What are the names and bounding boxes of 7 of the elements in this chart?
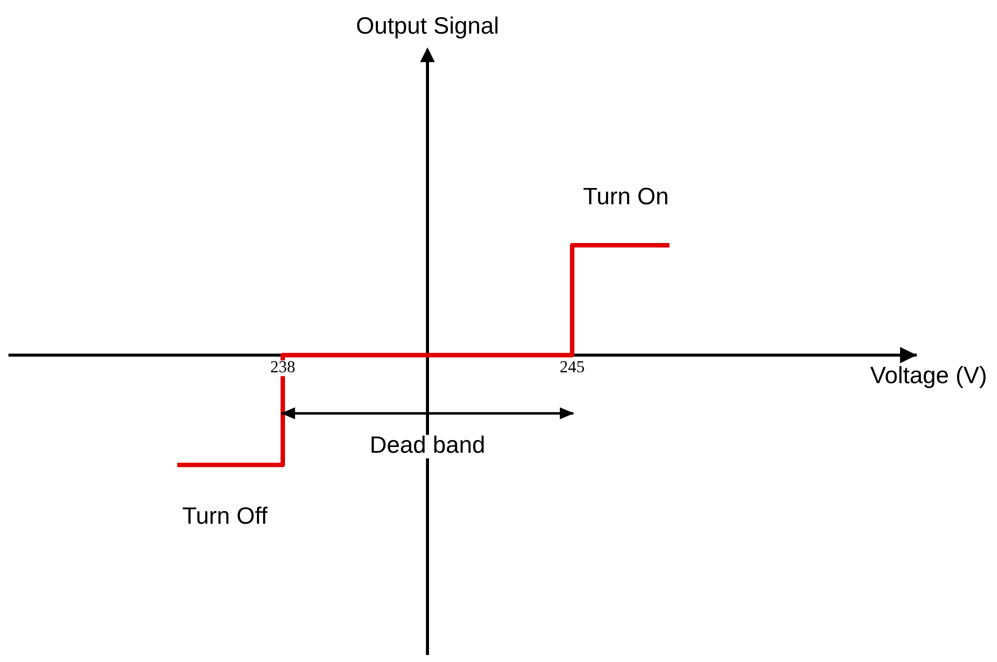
series-label: Dead band <box>372 436 484 453</box>
annotation: Turn Off <box>182 506 268 524</box>
x-tick-label: 245 <box>560 361 584 372</box>
x-axis-title: Voltage (V) <box>870 366 986 388</box>
annotation: Turn On <box>584 188 668 204</box>
text: Output Signal <box>357 16 498 39</box>
x-tick-label: 238 <box>271 361 295 372</box>
